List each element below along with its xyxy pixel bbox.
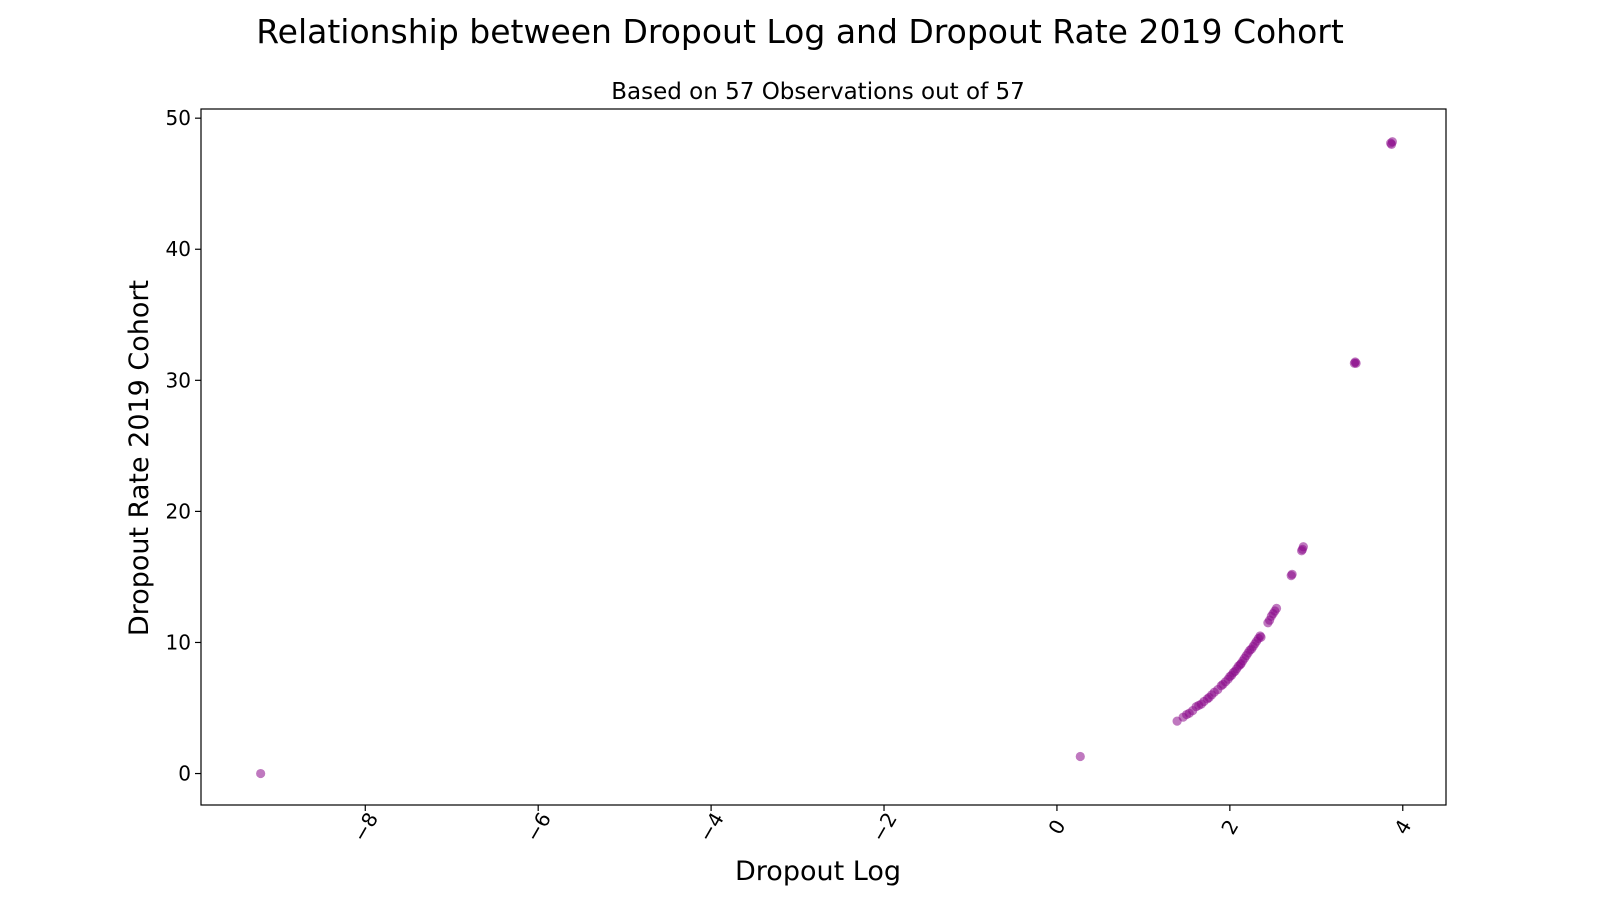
data-point (1235, 660, 1245, 670)
x-axis-title: Dropout Log (735, 856, 901, 887)
y-tick-label: 0 (178, 762, 191, 786)
x-tick-label: 0 (1043, 815, 1070, 838)
chart-subtitle: Based on 57 Observations out of 57 (611, 79, 1025, 105)
data-point (1256, 632, 1266, 642)
y-tick-label: 10 (166, 630, 191, 654)
data-point (1351, 358, 1361, 368)
x-tick-label: −8 (348, 808, 384, 846)
chart-title: Relationship between Dropout Log and Dro… (256, 12, 1344, 51)
x-tick-label: −6 (520, 808, 556, 846)
data-point (1298, 542, 1308, 552)
y-tick-label: 40 (166, 237, 191, 261)
x-tick-label: −4 (693, 808, 729, 846)
y-axis-title: Dropout Rate 2019 Cohort (124, 280, 155, 636)
data-point (1271, 603, 1282, 613)
x-tick-label: −2 (866, 808, 902, 846)
data-point (1386, 138, 1396, 148)
x-tick-label: 2 (1216, 815, 1243, 838)
y-tick-label: 20 (166, 499, 191, 523)
plot-frame (200, 108, 1447, 806)
data-point (1287, 569, 1297, 579)
data-point (1191, 702, 1201, 712)
y-tick-label: 50 (166, 106, 191, 130)
y-tick-label: 30 (166, 368, 191, 392)
data-point (1075, 751, 1085, 762)
data-point (256, 768, 266, 779)
x-tick-label: 4 (1389, 815, 1416, 838)
